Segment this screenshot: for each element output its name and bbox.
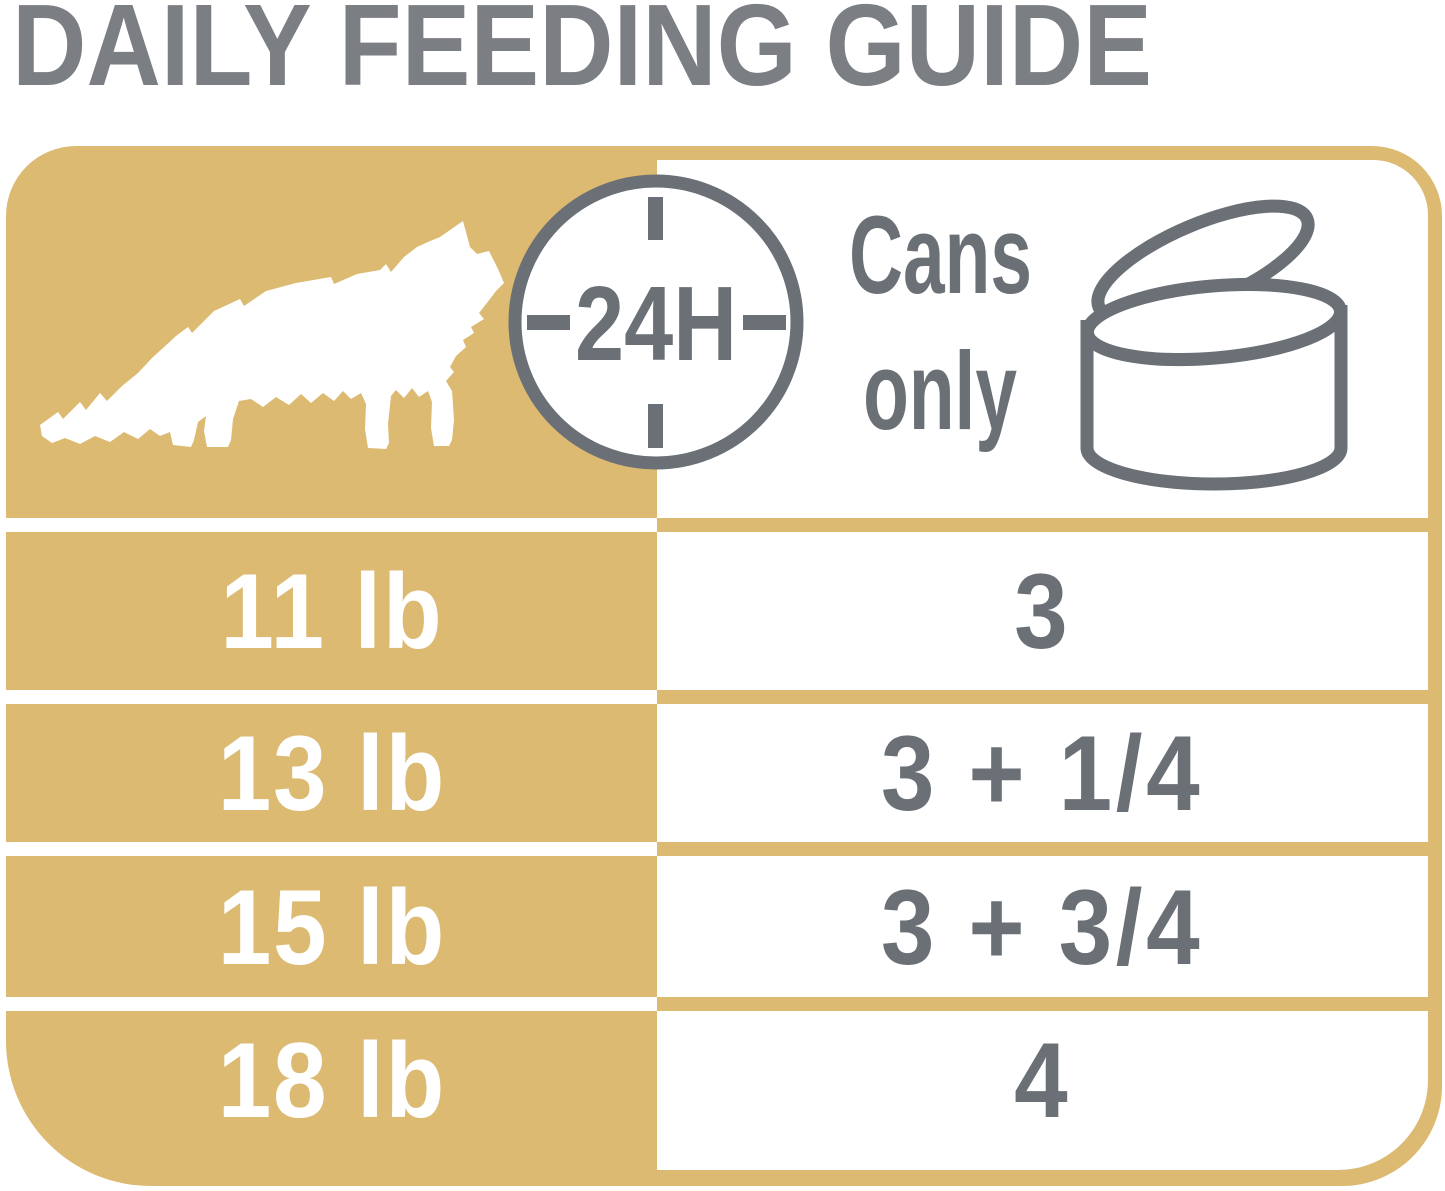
cans-only-line2: only [863, 330, 1017, 453]
weight-value: 15 lb [217, 867, 446, 987]
row-divider [6, 690, 657, 704]
weight-value: 18 lb [217, 1020, 446, 1140]
row-divider [657, 690, 1428, 704]
weight-cell-row1: 11 lb [6, 555, 657, 667]
clock-tick-6 [648, 404, 663, 448]
open-can-icon [1080, 199, 1348, 491]
row-divider [6, 518, 657, 532]
clock-ring [508, 174, 804, 470]
weight-cell-row4: 18 lb [6, 1024, 657, 1136]
cans-value: 3 [1013, 551, 1072, 671]
cans-only-line1: Cans [848, 194, 1032, 317]
page-title: DAILY FEEDING GUIDE [12, 0, 1152, 100]
clock-label: 24H [575, 265, 737, 383]
cans-value: 4 [1013, 1020, 1072, 1140]
row-divider [657, 518, 1428, 532]
weight-value: 13 lb [217, 713, 446, 833]
cans-only-label: Cans only [800, 188, 1080, 460]
cans-cell-row4: 4 [657, 1024, 1428, 1136]
row-divider [6, 842, 657, 856]
24h-clock-icon: 24H [508, 174, 804, 470]
row-divider [657, 997, 1428, 1011]
row-divider [657, 842, 1428, 856]
can-rim [1080, 277, 1348, 367]
clock-tick-9 [527, 315, 570, 330]
cat-silhouette-icon [40, 221, 504, 449]
clock-tick-12 [648, 197, 663, 240]
cans-cell-row2: 3 + 1/4 [657, 717, 1428, 829]
page-title-text: DAILY FEEDING GUIDE [12, 0, 1152, 100]
weight-cell-row3: 15 lb [6, 871, 657, 983]
weight-cell-row2: 13 lb [6, 717, 657, 829]
row-divider [6, 997, 657, 1011]
weight-value: 11 lb [219, 551, 444, 671]
feeding-guide-table: 24H Cans only 11 lb 3 13 lb 3 + 1/4 15 l… [6, 146, 1442, 1186]
cans-cell-row1: 3 [657, 555, 1428, 667]
cans-value: 3 + 1/4 [881, 713, 1204, 833]
cans-cell-row3: 3 + 3/4 [657, 871, 1428, 983]
clock-tick-3 [743, 315, 786, 330]
cans-value: 3 + 3/4 [881, 867, 1204, 987]
